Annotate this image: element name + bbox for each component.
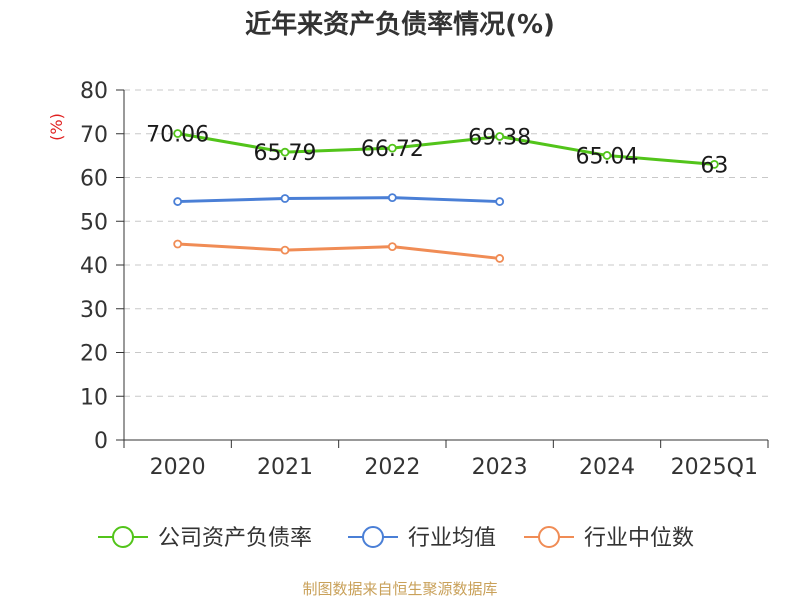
y-tick-label: 0 <box>94 429 108 454</box>
legend-item[interactable]: 行业均值 <box>348 526 496 551</box>
x-tick-label: 2025Q1 <box>671 455 758 480</box>
series-line-0 <box>177 132 715 166</box>
data-label: 63 <box>700 153 728 178</box>
y-tick-label: 40 <box>80 254 108 279</box>
y-tick-label: 70 <box>80 123 108 148</box>
data-point[interactable] <box>387 193 397 203</box>
data-point[interactable] <box>387 143 397 153</box>
data-point[interactable] <box>709 159 719 169</box>
y-tick-label: 80 <box>80 79 108 104</box>
legend-item[interactable]: 公司资产负债率 <box>98 526 312 551</box>
legend[interactable]: 公司资产负债率 行业均值 行业中位数 <box>98 526 694 551</box>
data-point[interactable] <box>280 245 290 255</box>
data-label: 69.38 <box>468 125 531 150</box>
data-point[interactable] <box>280 194 290 203</box>
y-tick-label: 60 <box>80 167 108 192</box>
legend-marker <box>112 526 134 548</box>
data-labels: 70.06 65.79 66.72 69.38 65.04 63 <box>146 122 728 178</box>
data-point[interactable] <box>387 242 397 252</box>
axes: 0 10 20 30 40 50 60 70 80 2020 2021 2022 2023 2024 202… <box>80 79 769 480</box>
x-tick-label: 2024 <box>579 455 635 480</box>
series-line-1 <box>177 196 500 204</box>
x-tick-label: 2021 <box>257 455 313 480</box>
data-label: 65.04 <box>576 144 639 169</box>
data-label: 66.72 <box>361 137 424 162</box>
source-note: 制图数据来自恒生聚源数据库 <box>302 580 497 598</box>
data-point[interactable] <box>495 132 505 141</box>
data-label: 70.06 <box>146 122 209 147</box>
data-point[interactable] <box>495 197 505 206</box>
legend-marker <box>538 526 560 548</box>
y-tick-label: 10 <box>80 385 108 410</box>
data-point[interactable] <box>173 197 183 206</box>
y-axis-unit: (%) <box>47 113 66 141</box>
x-tick-label: 2023 <box>472 455 528 480</box>
y-tick-label: 20 <box>80 342 108 367</box>
data-point[interactable] <box>602 151 612 160</box>
chart-title: 近年来资产负债率情况(%) <box>245 9 555 40</box>
series-line-2 <box>177 242 500 260</box>
legend-label: 行业均值 <box>408 526 496 551</box>
legend-marker <box>362 526 384 548</box>
y-tick-label: 30 <box>80 298 108 323</box>
data-point[interactable] <box>280 147 290 157</box>
data-label: 65.79 <box>254 141 317 166</box>
y-tick-label: 50 <box>80 210 108 235</box>
data-point[interactable] <box>495 254 505 263</box>
legend-item[interactable]: 行业中位数 <box>524 526 694 551</box>
series-group <box>173 129 719 263</box>
x-tick-label: 2020 <box>150 455 206 480</box>
legend-label: 公司资产负债率 <box>158 526 312 551</box>
legend-label: 行业中位数 <box>584 526 694 551</box>
grid-lines <box>124 89 768 397</box>
data-point[interactable] <box>173 129 183 138</box>
data-point[interactable] <box>173 239 183 249</box>
x-tick-label: 2022 <box>364 455 420 480</box>
